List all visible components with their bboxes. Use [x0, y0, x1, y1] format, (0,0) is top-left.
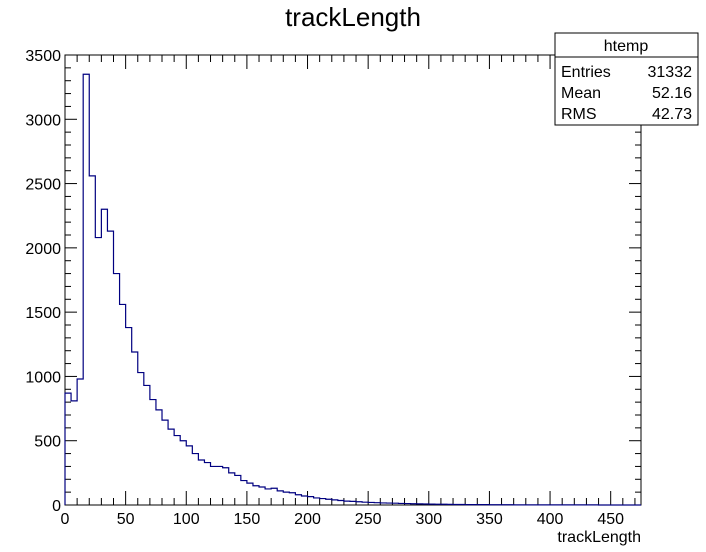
y-tick-label: 2000 — [25, 241, 61, 258]
y-tick-labels: 0 500 1000 1500 2000 2500 3000 3500 — [25, 48, 61, 515]
x-tick-label: 150 — [234, 511, 261, 528]
x-axis-label: trackLength — [557, 529, 641, 546]
stats-entries-value: 31332 — [648, 64, 693, 81]
x-tick-label: 200 — [294, 511, 321, 528]
x-tick-label: 250 — [355, 511, 382, 528]
stats-rms-value: 42.73 — [652, 106, 692, 123]
x-tick-label: 0 — [61, 511, 70, 528]
x-tick-label: 50 — [117, 511, 135, 528]
y-tick-label: 2500 — [25, 177, 61, 194]
y-tick-label: 1500 — [25, 305, 61, 322]
x-tick-label: 400 — [537, 511, 564, 528]
stats-mean-label: Mean — [561, 85, 601, 102]
x-tick-label: 300 — [415, 511, 442, 528]
x-tick-label: 100 — [173, 511, 200, 528]
stats-entries-label: Entries — [561, 64, 611, 81]
y-tick-label: 3500 — [25, 48, 61, 65]
x-tick-label: 350 — [476, 511, 503, 528]
stats-mean-value: 52.16 — [652, 85, 692, 102]
stats-box: htemp Entries 31332 Mean 52.16 RMS 42.73 — [554, 32, 699, 126]
y-tick-label: 0 — [52, 498, 61, 515]
histogram-outline — [64, 73, 641, 506]
x-tick-label: 450 — [597, 511, 624, 528]
x-tick-labels: 0 50 100 150 200 250 300 350 400 450 — [61, 511, 625, 528]
stats-box-frame — [554, 32, 699, 126]
y-tick-label: 3000 — [25, 112, 61, 129]
y-tick-label: 500 — [34, 434, 61, 451]
plot-frame — [64, 54, 642, 506]
stats-box-title: htemp — [604, 38, 649, 55]
stats-rms-label: RMS — [561, 106, 597, 123]
y-tick-label: 1000 — [25, 369, 61, 386]
axis-ticks — [64, 54, 641, 506]
chart-title: trackLength — [285, 2, 421, 32]
